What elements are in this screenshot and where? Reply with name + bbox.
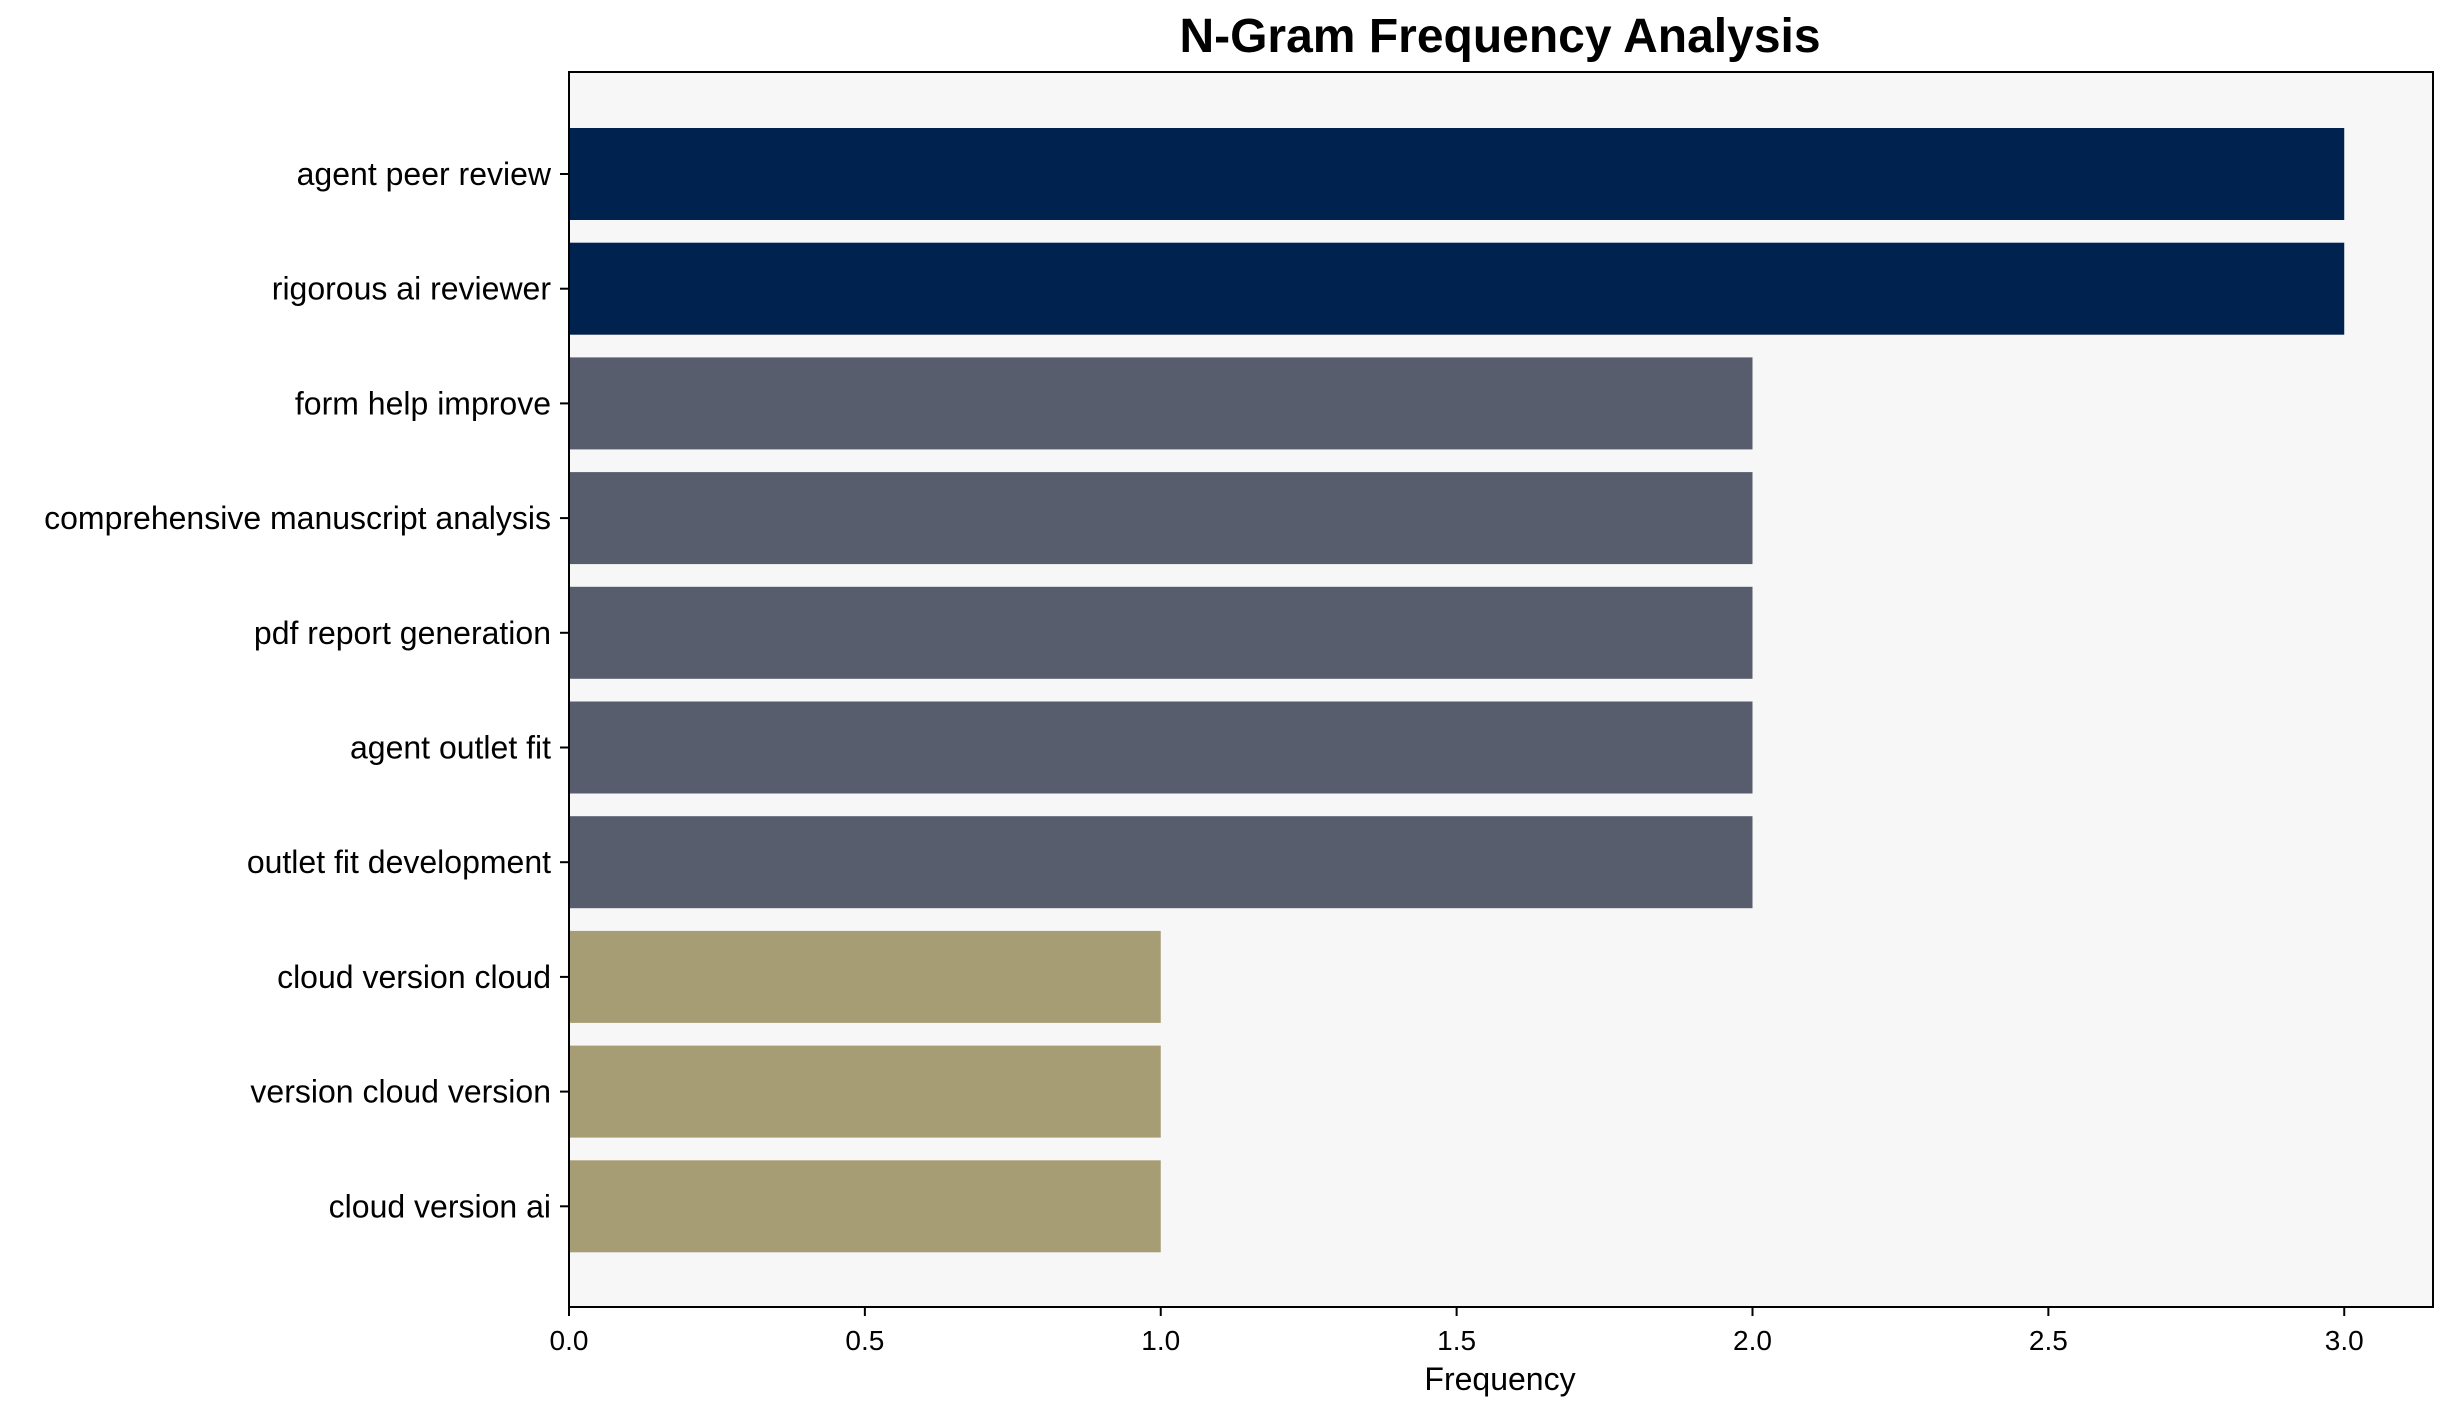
category-label: agent peer review xyxy=(297,156,552,192)
bar xyxy=(569,816,1753,909)
bar xyxy=(569,1045,1161,1138)
category-label: form help improve xyxy=(295,385,551,421)
bar xyxy=(569,242,2345,335)
category-label: version cloud version xyxy=(250,1074,551,1110)
x-axis-title: Frequency xyxy=(1424,1361,1575,1397)
bar xyxy=(569,357,1753,450)
x-tick-label: 1.5 xyxy=(1437,1325,1476,1356)
bars-layer xyxy=(569,128,2345,1253)
bar xyxy=(569,701,1753,794)
category-label: cloud version cloud xyxy=(277,959,551,995)
bar xyxy=(569,472,1753,565)
bar xyxy=(569,586,1753,679)
category-labels: agent peer review rigorous ai reviewer for… xyxy=(44,156,569,1224)
plot-frame xyxy=(568,71,2434,1308)
category-label: outlet fit development xyxy=(247,844,551,880)
bar xyxy=(569,128,2345,220)
x-tick-label: 0.0 xyxy=(550,1325,589,1356)
category-label: comprehensive manuscript analysis xyxy=(44,500,551,536)
bar xyxy=(569,930,1161,1023)
chart-title: N-Gram Frequency Analysis xyxy=(1179,10,1820,63)
x-tick-label: 1.0 xyxy=(1141,1325,1180,1356)
x-tick-label: 0.5 xyxy=(845,1325,884,1356)
x-tick-label: 2.0 xyxy=(1733,1325,1772,1356)
category-label: pdf report generation xyxy=(254,615,551,651)
x-axis-ticks: 0.0 0.5 1.0 1.5 2.0 2.5 3.0 xyxy=(550,1307,2364,1356)
category-label: rigorous ai reviewer xyxy=(272,271,552,307)
x-tick-label: 3.0 xyxy=(2325,1325,2364,1356)
x-tick-label: 2.5 xyxy=(2029,1325,2068,1356)
category-label: agent outlet fit xyxy=(350,730,551,766)
category-label: cloud version ai xyxy=(329,1188,551,1224)
bar xyxy=(569,1160,1161,1253)
